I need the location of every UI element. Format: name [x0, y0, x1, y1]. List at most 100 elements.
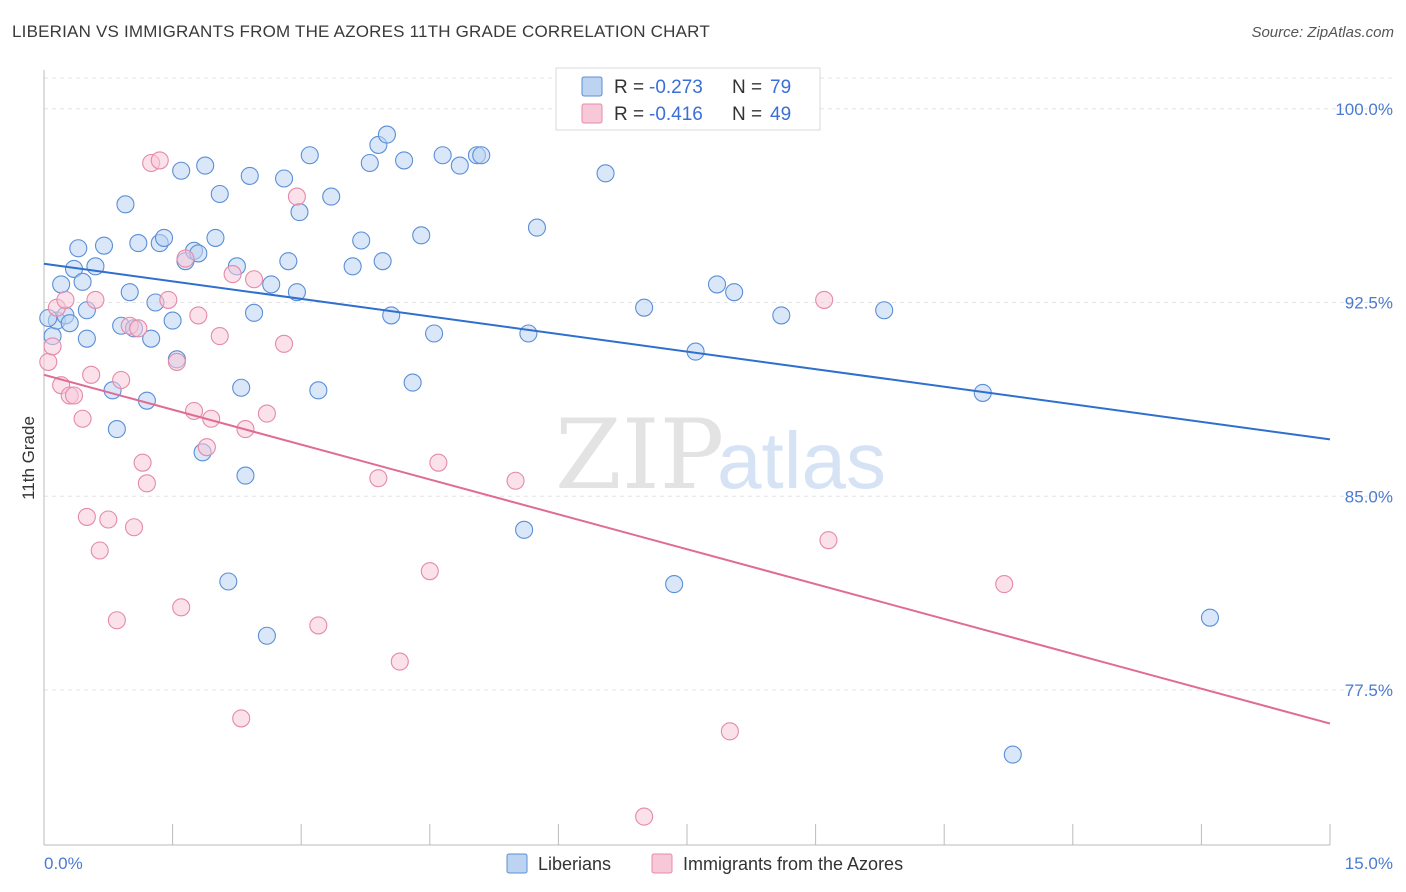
point-liberians	[309, 381, 328, 400]
point-liberians	[120, 283, 139, 302]
point-azores	[82, 365, 101, 384]
point-liberians	[1200, 608, 1220, 627]
point-liberians	[73, 272, 92, 291]
watermark: ZIP atlas	[555, 399, 886, 511]
bottom-legend-label-azores: Immigrants from the Azores	[683, 854, 903, 874]
point-liberians	[403, 373, 422, 392]
points-layer	[39, 125, 1220, 826]
point-liberians	[360, 153, 379, 173]
point-liberians	[206, 228, 225, 247]
trend-line-liberians	[43, 262, 1331, 441]
point-liberians	[172, 161, 191, 180]
point-azores	[129, 319, 148, 338]
point-liberians	[665, 575, 684, 594]
point-azores	[150, 151, 169, 170]
trend-layer	[43, 262, 1331, 725]
point-liberians	[635, 298, 654, 317]
y-tick-label: 100.0%	[1335, 100, 1393, 119]
point-liberians	[707, 275, 727, 294]
point-azores	[275, 334, 294, 353]
point-liberians	[275, 169, 294, 188]
point-liberians	[154, 228, 174, 247]
point-liberians	[373, 252, 392, 271]
legend-r-label-2: R =	[614, 104, 644, 125]
point-azores	[232, 709, 251, 728]
point-liberians	[395, 151, 414, 170]
point-liberians	[107, 420, 126, 439]
point-liberians	[69, 239, 88, 258]
point-azores	[189, 306, 208, 325]
point-azores	[815, 290, 834, 309]
point-liberians	[287, 283, 306, 302]
point-azores	[133, 453, 152, 472]
point-azores	[257, 404, 276, 423]
point-liberians	[279, 252, 298, 271]
point-liberians	[257, 626, 276, 645]
point-liberians	[244, 303, 264, 322]
point-liberians	[875, 301, 894, 320]
point-liberians	[412, 226, 431, 245]
point-liberians	[116, 195, 135, 214]
point-liberians	[232, 378, 251, 397]
point-liberians	[300, 146, 319, 165]
point-azores	[197, 438, 216, 457]
point-liberians	[163, 311, 182, 330]
point-azores	[506, 471, 525, 490]
legend-r-value-2: -0.416	[649, 104, 703, 125]
point-azores	[390, 652, 409, 671]
point-liberians	[219, 572, 238, 591]
point-azores	[172, 598, 191, 617]
point-azores	[819, 531, 838, 550]
legend-n-label-1: N =	[732, 77, 762, 98]
y-tick-label: 92.5%	[1345, 294, 1393, 313]
point-azores	[210, 327, 229, 346]
point-azores	[429, 453, 448, 472]
point-liberians	[527, 218, 547, 237]
point-liberians	[290, 203, 309, 222]
chart-title: LIBERIAN VS IMMIGRANTS FROM THE AZORES 1…	[12, 22, 710, 41]
point-liberians	[772, 306, 791, 325]
point-liberians	[425, 324, 444, 343]
point-liberians	[472, 146, 491, 165]
y-tick-labels: 77.5% 85.0% 92.5% 100.0%	[1335, 100, 1393, 700]
point-azores	[244, 270, 264, 289]
point-liberians	[60, 314, 79, 333]
point-azores	[73, 409, 92, 428]
point-azores	[107, 611, 126, 630]
bottom-legend-swatch-azores	[651, 853, 673, 874]
legend-n-value-1: 79	[770, 77, 791, 98]
point-liberians	[196, 156, 215, 175]
point-azores	[124, 518, 144, 537]
y-tick-label: 77.5%	[1345, 681, 1393, 700]
point-azores	[137, 474, 156, 493]
point-liberians	[1003, 745, 1022, 764]
trend-line-azores	[43, 373, 1331, 725]
point-azores	[90, 541, 109, 560]
x-tick-label-min: 0.0%	[44, 854, 83, 873]
source-credit: Source: ZipAtlas.com	[1251, 24, 1394, 41]
point-azores	[369, 469, 388, 488]
point-liberians	[210, 184, 229, 204]
bottom-legend-label-liberians: Liberians	[538, 854, 611, 874]
series-legend: Liberians Immigrants from the Azores	[506, 853, 903, 874]
point-azores	[635, 807, 654, 826]
point-azores	[86, 290, 105, 309]
legend-n-label-2: N =	[732, 104, 762, 125]
point-azores	[77, 507, 96, 526]
point-azores	[64, 386, 84, 405]
point-liberians	[725, 283, 744, 302]
point-liberians	[52, 275, 71, 294]
axes-layer	[43, 70, 1331, 846]
legend-n-value-2: 49	[770, 104, 791, 125]
watermark-zip: ZIP	[555, 399, 724, 511]
legend-r-value-1: -0.273	[649, 77, 703, 98]
point-liberians	[262, 275, 281, 294]
point-liberians	[322, 187, 341, 206]
legend-r-label-1: R =	[614, 77, 644, 98]
legend-swatch-azores	[581, 103, 603, 124]
point-liberians	[450, 156, 469, 175]
point-liberians	[236, 466, 255, 485]
x-tick-label-max: 15.0%	[1345, 854, 1393, 873]
point-liberians	[433, 146, 452, 165]
